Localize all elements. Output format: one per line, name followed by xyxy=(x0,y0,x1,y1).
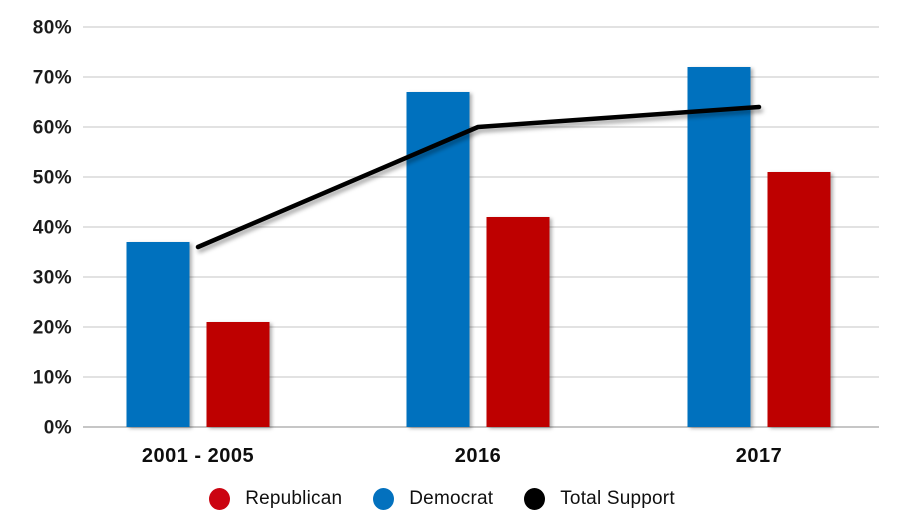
legend-swatch-icon xyxy=(524,488,546,510)
bar-democrat xyxy=(687,67,751,427)
y-tick-label: 50% xyxy=(33,168,72,189)
y-tick-label: 0% xyxy=(44,418,72,439)
legend-swatch-icon xyxy=(209,488,231,510)
bar-republican xyxy=(486,217,550,427)
bar-democrat xyxy=(126,242,190,427)
legend-label: Democrat xyxy=(409,488,494,509)
legend-swatch-icon xyxy=(373,488,395,510)
bar-series xyxy=(126,67,831,427)
y-tick-label: 10% xyxy=(33,368,72,389)
legend-item-democrat: Democrat xyxy=(373,488,493,510)
y-axis-tick-labels: 0% 10% 20% 30% 40% 50% 60% 70% 80% xyxy=(33,18,72,439)
legend-label: Total Support xyxy=(560,488,675,509)
gridlines xyxy=(83,26,879,428)
x-tick-label: 2001 - 2005 xyxy=(142,445,254,467)
x-tick-label: 2016 xyxy=(455,445,502,467)
bar-democrat xyxy=(406,92,470,427)
legend-label: Republican xyxy=(245,488,343,509)
bar-republican xyxy=(767,172,831,427)
x-axis-tick-labels: 2001 - 2005 2016 2017 xyxy=(142,445,782,467)
y-tick-label: 40% xyxy=(33,218,72,239)
y-tick-label: 60% xyxy=(33,118,72,139)
bar-republican xyxy=(206,322,270,427)
y-tick-label: 30% xyxy=(33,268,72,289)
x-tick-label: 2017 xyxy=(736,445,783,467)
y-tick-label: 70% xyxy=(33,68,72,89)
legend-item-republican: Republican xyxy=(209,488,342,510)
line-series xyxy=(195,104,762,250)
y-tick-label: 80% xyxy=(33,18,72,39)
y-tick-label: 20% xyxy=(33,318,72,339)
total-support-line xyxy=(195,104,762,250)
legend-item-total-support: Total Support xyxy=(524,488,675,510)
chart-legend: Republican Democrat Total Support xyxy=(0,483,884,515)
